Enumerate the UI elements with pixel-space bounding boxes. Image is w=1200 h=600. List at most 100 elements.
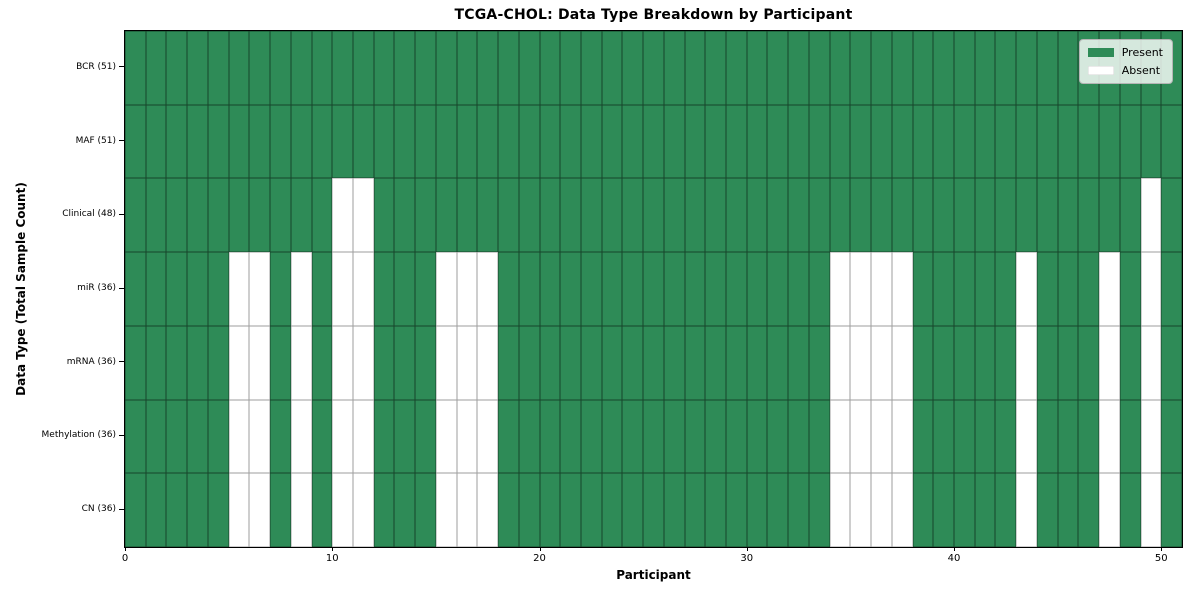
heatmap-cell (580, 473, 602, 547)
heatmap-cell (332, 31, 353, 105)
heatmap-cell (207, 104, 229, 179)
heatmap-cell (1140, 473, 1162, 547)
heatmap-cell (539, 252, 561, 326)
y-tick-label: Methylation (36) (41, 430, 116, 441)
heatmap-cell (166, 325, 188, 400)
chart-title: TCGA-CHOL: Data Type Breakdown by Partic… (454, 7, 853, 23)
heatmap-cell (1078, 178, 1100, 253)
heatmap-cell (145, 325, 167, 400)
heatmap-cell (622, 399, 644, 474)
heatmap-cell (352, 399, 374, 474)
heatmap-cell (145, 104, 167, 179)
heatmap-cell (746, 473, 768, 547)
heatmap-cell (788, 104, 809, 179)
heatmap-cell (249, 178, 271, 253)
heatmap-cell (974, 399, 996, 474)
heatmap-cell (498, 252, 519, 326)
heatmap-cell (1161, 252, 1182, 326)
heatmap-cell (539, 178, 561, 253)
heatmap-cell (290, 104, 312, 179)
heatmap-cell (456, 104, 478, 179)
heatmap-cell (125, 252, 146, 326)
heatmap-cell (767, 473, 789, 547)
legend-item-absent: Absent (1087, 64, 1163, 77)
heatmap-cell (995, 473, 1017, 547)
heatmap-cell (767, 252, 789, 326)
heatmap-cell (808, 252, 830, 326)
heatmap-cell (954, 473, 975, 547)
heatmap-cell (684, 104, 706, 179)
heatmap-cell (373, 104, 395, 179)
heatmap-cell (352, 252, 374, 326)
heatmap-cell (207, 473, 229, 547)
heatmap-cell (643, 325, 664, 400)
heatmap-cell (270, 325, 291, 400)
y-tick-mark (119, 140, 124, 142)
heatmap-cell (726, 104, 747, 179)
heatmap-cell (974, 178, 996, 253)
heatmap-cell (187, 473, 208, 547)
heatmap-cell (705, 252, 727, 326)
heatmap-cell (746, 31, 768, 105)
heatmap-cell (125, 399, 146, 474)
heatmap-cell (332, 399, 353, 474)
heatmap-cell (332, 178, 353, 253)
heatmap-cell (435, 104, 457, 179)
heatmap-cell (601, 104, 623, 179)
heatmap-cell (498, 399, 519, 474)
heatmap-cell (352, 31, 374, 105)
x-tick-mark (332, 547, 334, 551)
x-tick-mark (539, 547, 541, 551)
heatmap-cell (1057, 325, 1079, 400)
heatmap-cell (871, 325, 892, 400)
heatmap-cell (311, 31, 333, 105)
heatmap-cell (290, 178, 312, 253)
x-tick-label: 30 (740, 553, 754, 564)
heatmap-cell (954, 104, 975, 179)
heatmap-cell (518, 473, 540, 547)
heatmap-cell (187, 31, 208, 105)
heatmap-cell (249, 399, 271, 474)
heatmap-cell (850, 473, 872, 547)
heatmap-cell (435, 31, 457, 105)
heatmap-cell (954, 399, 975, 474)
heatmap-cell (477, 473, 499, 547)
heatmap-cell (145, 252, 167, 326)
heatmap-cell (684, 178, 706, 253)
heatmap-cell (539, 325, 561, 400)
heatmap-cell (580, 399, 602, 474)
heatmap-cell (1036, 325, 1058, 400)
heatmap-cell (871, 252, 892, 326)
heatmap-cell (456, 178, 478, 253)
heatmap-cell (995, 104, 1017, 179)
heatmap-cell (933, 473, 955, 547)
heatmap-cell (850, 325, 872, 400)
heatmap-cell (580, 252, 602, 326)
x-tick-label: 10 (325, 553, 339, 564)
heatmap-cell (746, 178, 768, 253)
x-tick-label: 50 (1154, 553, 1168, 564)
heatmap-cell (1057, 399, 1079, 474)
y-tick-mark (119, 434, 124, 436)
heatmap-cell (145, 31, 167, 105)
legend-item-present: Present (1087, 46, 1163, 59)
heatmap-cell (477, 325, 499, 400)
heatmap-cell (207, 399, 229, 474)
heatmap-cell (125, 31, 146, 105)
heatmap-cell (498, 104, 519, 179)
heatmap-cell (1078, 252, 1100, 326)
heatmap-cell (1016, 399, 1037, 474)
heatmap-cell (373, 31, 395, 105)
heatmap-cell (311, 399, 333, 474)
heatmap-cell (311, 104, 333, 179)
heatmap-cell (539, 473, 561, 547)
heatmap-cell (850, 399, 872, 474)
heatmap-cell (622, 178, 644, 253)
heatmap-cell (1140, 178, 1162, 253)
heatmap-cell (1016, 178, 1037, 253)
heatmap-cell (1099, 252, 1120, 326)
y-tick-mark (119, 287, 124, 289)
heatmap-cell (228, 399, 250, 474)
heatmap-cell (1119, 473, 1141, 547)
legend-label-absent: Absent (1121, 64, 1161, 77)
